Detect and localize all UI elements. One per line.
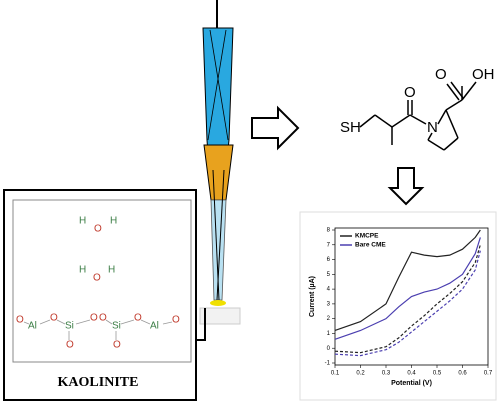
atom: O [134, 313, 142, 324]
atom: Si [112, 321, 121, 332]
atom: H [108, 265, 115, 276]
atom: O [90, 313, 98, 324]
atom: O [113, 340, 121, 351]
return-curve [334, 250, 481, 357]
curve [334, 229, 481, 332]
x-tick-label: 0.2 [356, 371, 365, 377]
atom: O [93, 273, 101, 284]
molecule [359, 81, 477, 151]
y-tick-label: 5 [327, 272, 331, 278]
y-tick-label: 7 [327, 242, 331, 248]
atom: H [79, 216, 86, 227]
atom-label: O [435, 66, 447, 83]
x-tick-label: 0.5 [433, 371, 442, 377]
atom: O [16, 315, 24, 326]
atom-label: O [404, 84, 416, 101]
water: H O H H O H [79, 216, 117, 284]
y-tick-label: -1 [325, 361, 331, 367]
return-curve [334, 244, 481, 354]
atom: Si [65, 321, 74, 332]
kaolinite-box [3, 189, 197, 401]
legend-label: Bare CME [355, 242, 386, 249]
y-axis-label: Current (µA) [309, 276, 316, 317]
atom: O [66, 340, 74, 351]
arrow-down [387, 167, 425, 206]
y-tick-label: 4 [327, 287, 331, 293]
arrow-right [251, 105, 300, 151]
curve [334, 237, 481, 340]
atom: H [110, 216, 117, 227]
atom: O [172, 315, 180, 326]
atom: O [99, 313, 107, 324]
y-tick-label: 2 [327, 316, 331, 322]
y-tick-label: 3 [327, 301, 331, 307]
x-tick-label: 0.7 [484, 371, 493, 377]
y-tick-label: 6 [327, 257, 331, 263]
atom: H [79, 265, 86, 276]
kaolinite-title: KAOLINITE [58, 375, 139, 390]
kaolinite-panel [12, 199, 192, 363]
electrode [196, 0, 241, 341]
chart: 0.1 0.2 0.3 0.4 0.5 0.6 0.7 -1 0 1 2 3 4 5 6 7 8 Potentia… [309, 228, 493, 387]
atom: Al [28, 321, 37, 332]
atom: Al [150, 321, 159, 332]
atom-label: N [427, 119, 438, 136]
chain: O Al O Si O O O Si O O Al O [16, 313, 180, 351]
chart-panel [299, 211, 497, 401]
legend-label: KMCPE [355, 233, 379, 240]
x-tick-label: 0.4 [407, 371, 416, 377]
x-tick-label: 0.1 [331, 371, 340, 377]
x-tick-label: 0.3 [382, 371, 391, 377]
x-tick-label: 0.6 [458, 371, 467, 377]
atom-label: OH [472, 66, 495, 83]
x-axis-label: Potential (V) [391, 380, 432, 387]
y-tick-label: 1 [327, 331, 331, 337]
atom: O [50, 313, 58, 324]
atom-label: SH [340, 119, 361, 136]
y-tick-label: 0 [327, 346, 331, 352]
atom: O [94, 224, 102, 235]
y-tick-label: 8 [327, 228, 331, 234]
